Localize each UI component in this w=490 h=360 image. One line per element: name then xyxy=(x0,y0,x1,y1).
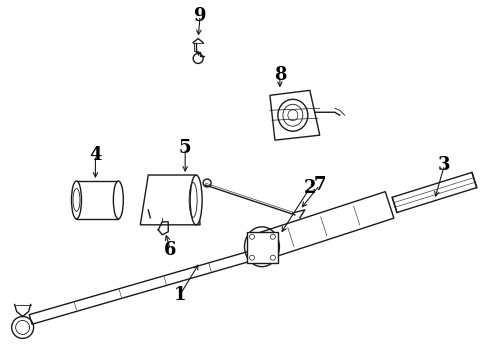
Text: 9: 9 xyxy=(194,6,206,24)
Text: 2: 2 xyxy=(304,179,316,197)
Ellipse shape xyxy=(278,99,308,131)
Polygon shape xyxy=(270,90,320,140)
Polygon shape xyxy=(29,250,256,324)
Text: 1: 1 xyxy=(174,285,186,303)
Text: 8: 8 xyxy=(273,66,286,84)
Polygon shape xyxy=(254,192,394,261)
Ellipse shape xyxy=(113,181,123,219)
Polygon shape xyxy=(392,172,477,212)
Text: 7: 7 xyxy=(314,176,326,194)
Text: 4: 4 xyxy=(89,146,102,164)
Text: 6: 6 xyxy=(164,241,176,259)
Text: 3: 3 xyxy=(438,156,451,174)
Text: 5: 5 xyxy=(179,139,192,157)
Bar xyxy=(76,181,119,219)
Ellipse shape xyxy=(190,175,202,225)
Polygon shape xyxy=(247,232,278,263)
Polygon shape xyxy=(140,175,200,225)
Ellipse shape xyxy=(72,181,81,219)
